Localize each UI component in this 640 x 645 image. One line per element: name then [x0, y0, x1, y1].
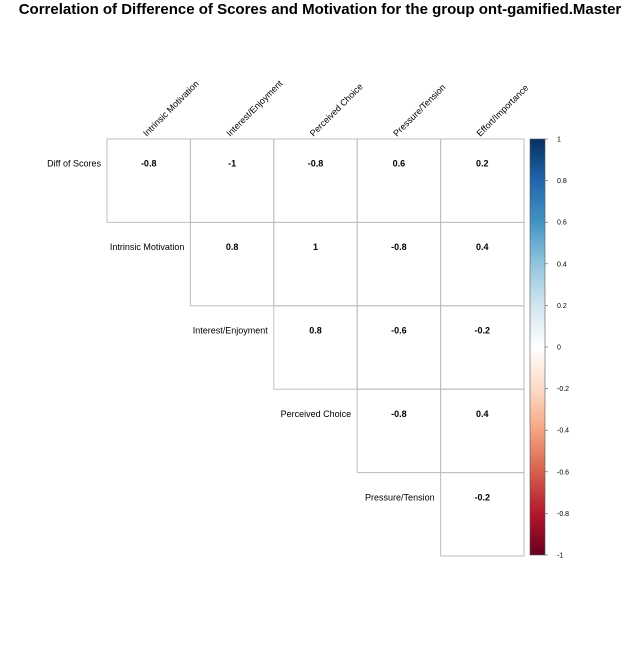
matrix-cell	[356, 221, 442, 307]
colorbar-tick-label: 0	[557, 345, 561, 352]
cell-value-label: 0.4	[476, 242, 489, 252]
matrix-cell	[273, 221, 358, 307]
cell-value-label: -0.8	[391, 242, 407, 252]
row-label: Pressure/Tension	[365, 492, 435, 502]
colorbar-tick-label: -0.6	[557, 469, 569, 476]
matrix-cell	[106, 138, 191, 223]
column-label: Intrinsic Motivation	[141, 79, 201, 139]
matrix-cell	[440, 138, 525, 223]
cell-value-label: -0.8	[141, 159, 157, 169]
cell-value-label: 0.2	[476, 159, 489, 169]
colorbar-tick-label: 0.8	[557, 178, 567, 185]
cell-value-label: 0.4	[476, 409, 489, 419]
cell-value-label: 1	[313, 242, 318, 252]
colorbar-gradient	[529, 138, 546, 556]
colorbar-tick-label: 0.4	[557, 261, 567, 268]
matrix-cell	[440, 305, 525, 390]
row-label: Interest/Enjoyment	[193, 326, 269, 336]
colorbar-tick-label: 0.2	[557, 303, 567, 310]
matrix-cell	[356, 388, 442, 474]
colorbar: 1 0.8 0.6 0.4 0.2 0 -0.2 -0.4 -0.6 -0.8 -1	[529, 137, 569, 560]
matrix-cell	[356, 138, 442, 223]
matrix-cell	[273, 138, 358, 223]
cell-value-label: 0.8	[226, 242, 239, 252]
column-label: Effort/Importance	[475, 83, 531, 139]
cell-value-label: 0.6	[393, 159, 406, 169]
colorbar-tick-label: -1	[557, 553, 563, 560]
colorbar-tick-label: 1	[557, 137, 561, 144]
cell-value-label: -0.6	[391, 326, 407, 336]
row-label: Intrinsic Motivation	[110, 242, 185, 252]
column-label: Perceived Choice	[308, 81, 365, 138]
matrix-cell	[440, 472, 525, 557]
cell-value-label: -1	[228, 159, 236, 169]
row-label: Perceived Choice	[281, 409, 352, 419]
cell-value-label: 0.8	[309, 326, 322, 336]
colorbar-tick-label: -0.8	[557, 511, 569, 518]
cell-value-label: -0.8	[308, 159, 324, 169]
matrix-cell	[356, 305, 442, 390]
column-label: Pressure/Tension	[391, 82, 447, 138]
cell-value-label: -0.2	[475, 492, 491, 502]
value-layer: -0.8 -1 -0.8 0.6 0.2 0.8 1 -0.8 0.4 0.8 -0.6 -0.2 -0…	[141, 159, 490, 503]
cell-value-label: -0.8	[391, 409, 407, 419]
matrix-cell	[440, 221, 525, 307]
cell-value-label: -0.2	[475, 326, 491, 336]
matrix-cell	[440, 388, 525, 474]
label-layer: Diff of Scores Intrinsic Motivation Intere…	[47, 78, 530, 502]
colorbar-tick-label: 0.6	[557, 220, 567, 227]
colorbar-tick-label: -0.2	[557, 386, 569, 393]
matrix-cell	[273, 305, 358, 390]
matrix-cell	[189, 221, 275, 307]
matrix-cell	[189, 138, 275, 223]
colorbar-tick-label: -0.4	[557, 428, 569, 435]
row-label: Diff of Scores	[47, 159, 101, 169]
grid-layer	[106, 138, 525, 557]
chart-title: Correlation of Difference of Scores and …	[19, 1, 622, 18]
column-label: Interest/Enjoyment	[224, 78, 284, 138]
